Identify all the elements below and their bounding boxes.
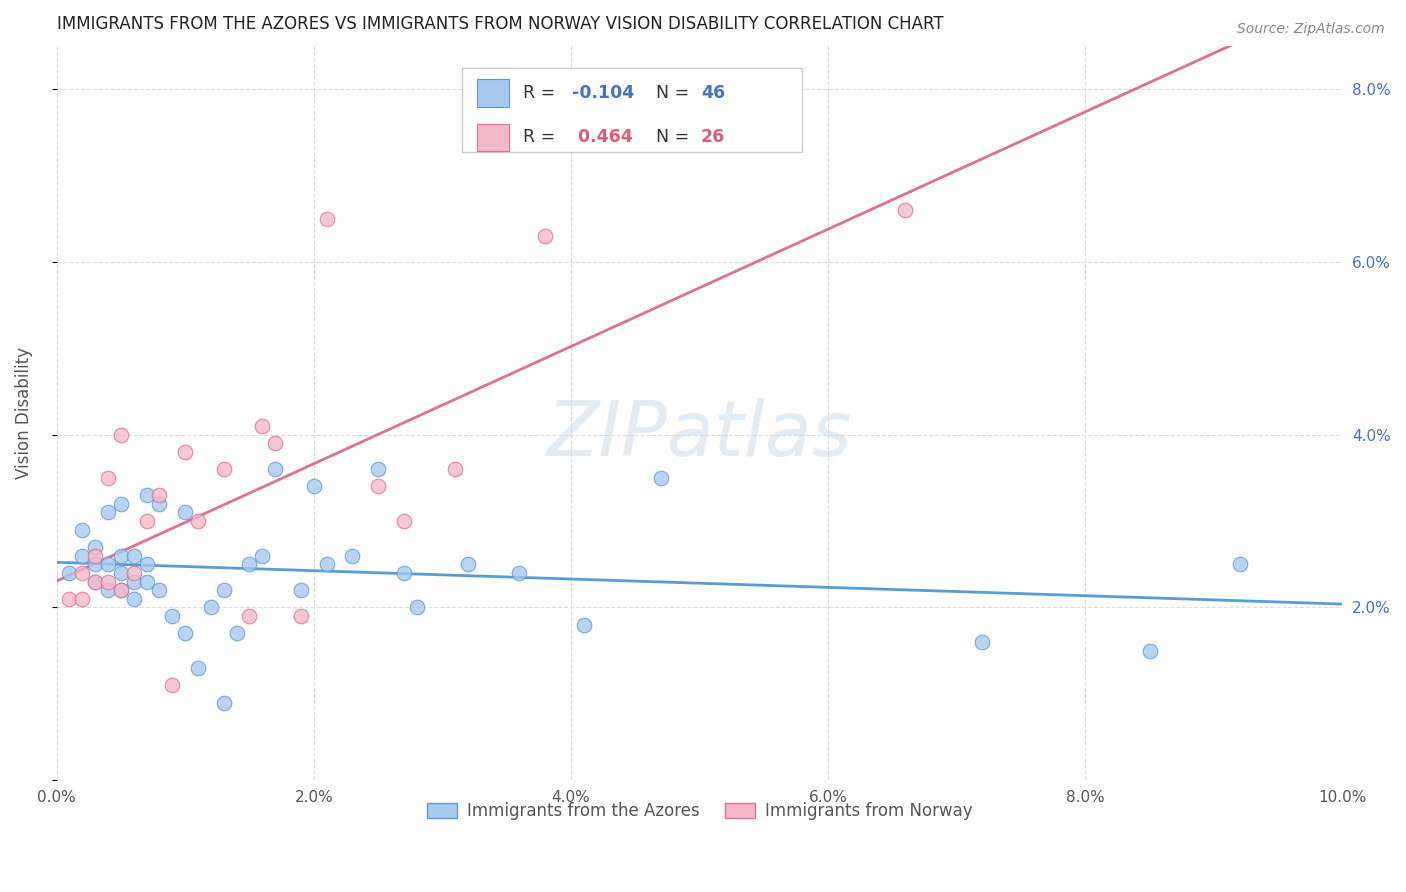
Point xyxy=(225,626,247,640)
Point xyxy=(135,574,157,589)
Point xyxy=(572,617,595,632)
Legend: Immigrants from the Azores, Immigrants from Norway: Immigrants from the Azores, Immigrants f… xyxy=(420,796,979,827)
Point xyxy=(58,566,80,580)
Point xyxy=(84,558,107,572)
Point xyxy=(72,566,94,580)
Point xyxy=(392,566,415,580)
Point xyxy=(148,583,170,598)
Point xyxy=(174,505,197,519)
Point xyxy=(110,427,132,442)
Point xyxy=(367,462,389,476)
Text: N =: N = xyxy=(655,85,695,103)
Point xyxy=(252,419,274,434)
Point xyxy=(97,558,120,572)
Point xyxy=(1139,643,1161,657)
Point xyxy=(238,558,260,572)
Point xyxy=(238,609,260,624)
Point xyxy=(84,574,107,589)
Point xyxy=(72,591,94,606)
Point xyxy=(174,445,197,459)
Point xyxy=(122,574,145,589)
Text: Source: ZipAtlas.com: Source: ZipAtlas.com xyxy=(1237,22,1385,37)
Point xyxy=(894,202,917,217)
Point xyxy=(84,540,107,554)
Point xyxy=(110,497,132,511)
Point xyxy=(135,558,157,572)
Point xyxy=(392,514,415,528)
Text: -0.104: -0.104 xyxy=(572,85,634,103)
Point xyxy=(84,574,107,589)
Point xyxy=(174,626,197,640)
Text: N =: N = xyxy=(655,128,695,146)
Point xyxy=(200,600,222,615)
Y-axis label: Vision Disability: Vision Disability xyxy=(15,347,32,479)
Point xyxy=(148,488,170,502)
Point xyxy=(972,635,994,649)
Point xyxy=(650,471,672,485)
Point xyxy=(135,514,157,528)
Point xyxy=(1229,558,1251,572)
Point xyxy=(290,583,312,598)
Text: ZIPatlas: ZIPatlas xyxy=(547,398,852,472)
Point xyxy=(457,558,479,572)
Point xyxy=(444,462,467,476)
Point xyxy=(342,549,364,563)
Point xyxy=(110,583,132,598)
Point xyxy=(315,211,337,226)
Point xyxy=(315,558,337,572)
Point xyxy=(122,549,145,563)
Point xyxy=(97,471,120,485)
Point xyxy=(72,549,94,563)
Point xyxy=(122,591,145,606)
Bar xyxy=(477,123,509,152)
Point xyxy=(162,609,184,624)
Point xyxy=(97,574,120,589)
Text: 0.464: 0.464 xyxy=(572,128,633,146)
Point xyxy=(302,479,325,493)
Point xyxy=(122,566,145,580)
Point xyxy=(508,566,530,580)
Point xyxy=(187,514,209,528)
Point xyxy=(212,696,235,710)
Text: R =: R = xyxy=(523,128,561,146)
Point xyxy=(110,583,132,598)
Point xyxy=(162,678,184,692)
Text: 46: 46 xyxy=(700,85,725,103)
Point xyxy=(110,566,132,580)
Text: IMMIGRANTS FROM THE AZORES VS IMMIGRANTS FROM NORWAY VISION DISABILITY CORRELATI: IMMIGRANTS FROM THE AZORES VS IMMIGRANTS… xyxy=(56,15,943,33)
Point xyxy=(212,583,235,598)
Point xyxy=(264,462,287,476)
Point xyxy=(252,549,274,563)
Point xyxy=(212,462,235,476)
Point xyxy=(405,600,427,615)
Point xyxy=(367,479,389,493)
Bar xyxy=(477,79,509,107)
Point xyxy=(110,549,132,563)
Point xyxy=(264,436,287,450)
Text: 26: 26 xyxy=(700,128,725,146)
Point xyxy=(58,591,80,606)
Point xyxy=(84,549,107,563)
Text: R =: R = xyxy=(523,85,561,103)
Point xyxy=(97,583,120,598)
Point xyxy=(97,505,120,519)
Point xyxy=(534,228,557,243)
Point xyxy=(148,497,170,511)
Point xyxy=(290,609,312,624)
Point xyxy=(135,488,157,502)
Point xyxy=(187,661,209,675)
Point xyxy=(72,523,94,537)
